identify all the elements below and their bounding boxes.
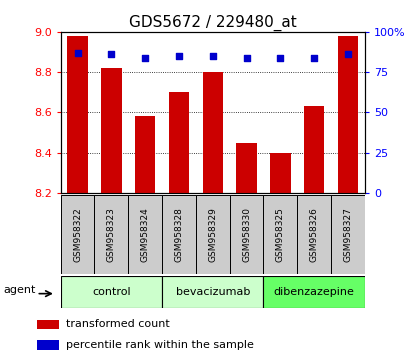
Title: GDS5672 / 229480_at: GDS5672 / 229480_at bbox=[128, 14, 296, 30]
Text: dibenzazepine: dibenzazepine bbox=[273, 287, 354, 297]
Text: GSM958330: GSM958330 bbox=[241, 207, 250, 262]
Bar bbox=[67, 36, 88, 193]
Text: agent: agent bbox=[3, 285, 35, 296]
Text: transformed count: transformed count bbox=[65, 319, 169, 329]
Bar bbox=[135, 116, 155, 193]
Bar bbox=[263, 276, 364, 308]
Bar bbox=[303, 106, 324, 193]
Point bbox=[108, 52, 115, 57]
Bar bbox=[202, 72, 222, 193]
Text: GSM958324: GSM958324 bbox=[140, 207, 149, 262]
Point bbox=[276, 55, 283, 61]
Point bbox=[243, 55, 249, 61]
Text: GSM958328: GSM958328 bbox=[174, 207, 183, 262]
Bar bbox=[61, 195, 94, 274]
Bar bbox=[236, 143, 256, 193]
Text: GSM958326: GSM958326 bbox=[309, 207, 318, 262]
Bar bbox=[162, 195, 196, 274]
Point bbox=[209, 53, 216, 59]
Text: GSM958329: GSM958329 bbox=[208, 207, 217, 262]
Bar bbox=[162, 276, 263, 308]
Text: control: control bbox=[92, 287, 130, 297]
Bar bbox=[61, 276, 162, 308]
Bar bbox=[263, 195, 297, 274]
Bar bbox=[94, 195, 128, 274]
Bar bbox=[330, 195, 364, 274]
Bar bbox=[128, 195, 162, 274]
Point bbox=[142, 55, 148, 61]
Bar bbox=[196, 195, 229, 274]
Text: GSM958327: GSM958327 bbox=[343, 207, 352, 262]
Bar bbox=[229, 195, 263, 274]
Point bbox=[74, 50, 81, 56]
Bar bbox=[297, 195, 330, 274]
Bar bbox=[37, 320, 59, 329]
Bar bbox=[270, 153, 290, 193]
Point bbox=[175, 53, 182, 59]
Text: GSM958325: GSM958325 bbox=[275, 207, 284, 262]
Bar bbox=[37, 341, 59, 350]
Bar bbox=[337, 36, 357, 193]
Text: percentile rank within the sample: percentile rank within the sample bbox=[65, 339, 253, 350]
Text: GSM958322: GSM958322 bbox=[73, 207, 82, 262]
Point bbox=[344, 52, 351, 57]
Text: GSM958323: GSM958323 bbox=[107, 207, 116, 262]
Text: bevacizumab: bevacizumab bbox=[175, 287, 249, 297]
Bar bbox=[101, 68, 121, 193]
Point bbox=[310, 55, 317, 61]
Bar bbox=[169, 92, 189, 193]
